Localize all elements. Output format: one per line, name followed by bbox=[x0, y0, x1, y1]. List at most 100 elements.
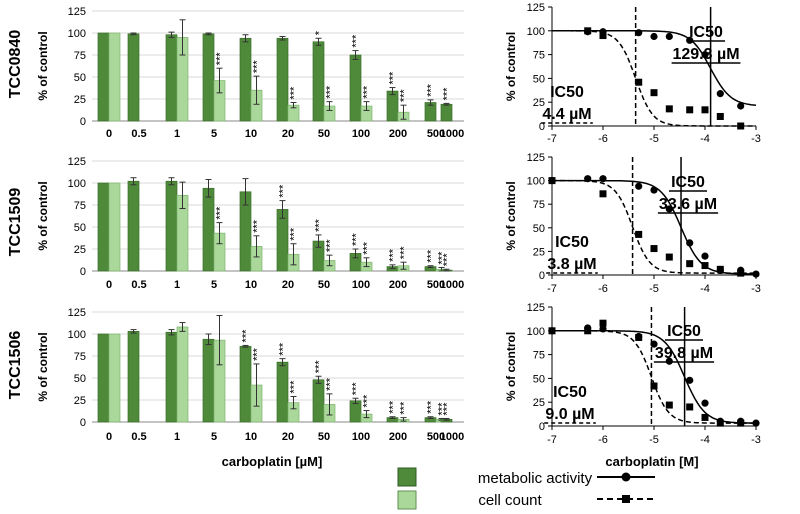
row-label-tcc1506: TCC1506 bbox=[7, 331, 24, 400]
legend-label-cellcount: cell count bbox=[478, 492, 542, 509]
point-metabolic bbox=[650, 186, 658, 194]
point-cellcount bbox=[701, 106, 709, 114]
point-cellcount bbox=[737, 269, 745, 277]
significance-label: *** bbox=[278, 184, 290, 198]
y-tick-label: 75 bbox=[533, 50, 545, 62]
y-tick-label: 100 bbox=[68, 329, 86, 341]
x-tick-label: 500 bbox=[427, 128, 445, 140]
point-metabolic bbox=[701, 252, 709, 260]
significance-label: *** bbox=[241, 329, 253, 343]
point-cellcount bbox=[650, 245, 658, 253]
significance-label: *** bbox=[215, 206, 227, 220]
bar-metabolic bbox=[165, 34, 178, 122]
bar-cellcount bbox=[176, 326, 189, 423]
significance-label: *** bbox=[351, 34, 363, 48]
y-tick-label: 75 bbox=[533, 199, 545, 211]
x-tick-label: -3 bbox=[751, 133, 761, 145]
x-tick-label: -5 bbox=[649, 283, 659, 295]
x-tick-label: -7 bbox=[547, 434, 557, 446]
x-tick-label: 50 bbox=[318, 431, 330, 443]
y-tick-label: 75 bbox=[533, 350, 545, 362]
x-tick-label: 100 bbox=[352, 128, 370, 140]
x-tick-label: 200 bbox=[389, 128, 407, 140]
bar-x-axis-title: carboplatin [µM] bbox=[222, 454, 323, 469]
bar-metabolic bbox=[165, 331, 178, 423]
significance-label: *** bbox=[289, 380, 301, 394]
y-tick-label: 0 bbox=[80, 266, 86, 278]
point-metabolic bbox=[752, 419, 760, 427]
bar-cellcount bbox=[108, 32, 121, 122]
x-tick-label: 5 bbox=[211, 431, 217, 443]
y-tick-label: 75 bbox=[74, 200, 86, 212]
x-tick-label: 1000 bbox=[440, 128, 464, 140]
y-tick-label: 100 bbox=[68, 178, 86, 190]
significance-label: *** bbox=[437, 402, 449, 416]
point-cellcount bbox=[548, 327, 556, 335]
x-tick-label: -4 bbox=[700, 434, 710, 446]
significance-label: *** bbox=[325, 239, 337, 253]
bar-metabolic bbox=[165, 180, 178, 272]
x-tick-label: 100 bbox=[352, 431, 370, 443]
bar-metabolic bbox=[97, 182, 110, 272]
bar-metabolic bbox=[127, 180, 140, 272]
row-label-tcc1509: TCC1509 bbox=[7, 188, 24, 257]
point-metabolic bbox=[752, 270, 760, 278]
significance-label: *** bbox=[351, 382, 363, 396]
bar-metabolic bbox=[276, 37, 289, 122]
bar-panel-tcc0840: 0 25 50 75 100 125 % of control 0 0.5 1 5 *** 10 *** 2… bbox=[36, 6, 464, 140]
x-tick-label: -6 bbox=[598, 434, 608, 446]
point-cellcount bbox=[665, 401, 673, 409]
bar-metabolic bbox=[239, 345, 252, 423]
bar-metabolic bbox=[127, 33, 140, 122]
significance-label: *** bbox=[325, 85, 337, 99]
legend-label-metabolic: metabolic activity bbox=[478, 470, 593, 487]
significance-label: *** bbox=[399, 246, 411, 260]
point-cellcount bbox=[701, 262, 709, 270]
bar-metabolic bbox=[312, 379, 325, 423]
bar-metabolic bbox=[276, 361, 289, 423]
bar-metabolic bbox=[349, 400, 362, 423]
x-tick-label: 20 bbox=[282, 128, 294, 140]
significance-label: *** bbox=[351, 232, 363, 246]
ic50-label: IC50 bbox=[555, 234, 589, 251]
fit-curve-cellcount bbox=[552, 179, 756, 274]
point-metabolic bbox=[701, 399, 709, 407]
y-tick-label: 50 bbox=[533, 223, 545, 235]
x-tick-label: -6 bbox=[598, 133, 608, 145]
bar-metabolic bbox=[127, 331, 140, 423]
y-tick-label: 0 bbox=[80, 116, 86, 128]
point-metabolic bbox=[665, 205, 673, 213]
ic50-label: IC50 bbox=[671, 174, 705, 191]
point-metabolic bbox=[701, 51, 709, 59]
significance-label: *** bbox=[442, 253, 454, 267]
y-tick-label: 0 bbox=[539, 121, 545, 133]
x-tick-label: -4 bbox=[700, 133, 710, 145]
y-axis-title: % of control bbox=[36, 332, 50, 401]
y-tick-label: 0 bbox=[539, 421, 545, 433]
y-axis-title: % of control bbox=[504, 181, 518, 250]
y-tick-label: 125 bbox=[527, 302, 545, 314]
bar-metabolic bbox=[97, 32, 110, 122]
y-tick-label: 50 bbox=[533, 73, 545, 85]
ic50-value: 3.8 µM bbox=[547, 256, 596, 273]
dose-panel-tcc0840: 0 25 50 75 100 125 -7 -6 -5 -4 -3 % of control IC50 1… bbox=[504, 2, 761, 145]
x-tick-label: -4 bbox=[700, 283, 710, 295]
point-cellcount bbox=[548, 177, 556, 185]
y-tick-label: 25 bbox=[533, 246, 545, 258]
x-tick-label: -7 bbox=[547, 283, 557, 295]
y-tick-label: 25 bbox=[533, 97, 545, 109]
row-label-tcc0840: TCC0840 bbox=[7, 30, 24, 99]
x-tick-label: 1 bbox=[174, 431, 180, 443]
x-tick-label: 0.5 bbox=[131, 431, 146, 443]
ic50-label: IC50 bbox=[689, 24, 723, 41]
point-cellcount bbox=[737, 122, 745, 130]
y-axis-title: % of control bbox=[504, 332, 518, 401]
x-tick-label: -3 bbox=[751, 283, 761, 295]
legend-swatch-metabolic bbox=[397, 467, 417, 487]
x-tick-label: -5 bbox=[649, 434, 659, 446]
point-cellcount bbox=[716, 265, 724, 273]
significance-label: *** bbox=[399, 89, 411, 103]
ic50-value: 39.8 µM bbox=[655, 345, 713, 362]
point-cellcount bbox=[686, 260, 694, 268]
